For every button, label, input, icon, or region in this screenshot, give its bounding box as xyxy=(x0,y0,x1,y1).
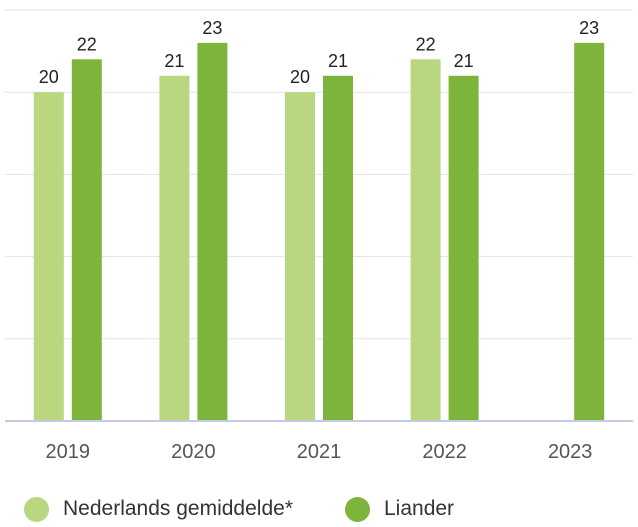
value-label: 20 xyxy=(290,67,310,87)
value-label: 22 xyxy=(77,34,97,54)
bar-liander xyxy=(448,75,479,421)
bars xyxy=(33,42,605,421)
value-labels: 20 22 21 23 20 21 22 21 23 xyxy=(39,18,599,87)
bar-nederlands-gemiddelde xyxy=(285,92,315,421)
x-tick-label: 2022 xyxy=(422,441,467,463)
x-tick-label: 2023 xyxy=(548,441,593,463)
bar-nederlands-gemiddelde xyxy=(33,92,64,421)
value-label: 21 xyxy=(164,51,184,71)
value-label: 22 xyxy=(416,34,436,54)
legend-label: Liander xyxy=(384,497,455,520)
x-tick-label: 2021 xyxy=(297,441,342,463)
bar-liander xyxy=(197,42,228,421)
bar-liander xyxy=(71,59,102,421)
legend-label: Nederlands gemiddelde* xyxy=(63,497,293,520)
legend-swatch xyxy=(345,496,370,522)
value-label: 23 xyxy=(579,18,599,38)
legend-item-nederlands-gemiddelde: Nederlands gemiddelde* xyxy=(24,496,293,522)
x-tick-labels: 2019 2020 2021 2022 2023 xyxy=(46,441,593,463)
value-label: 20 xyxy=(39,67,59,87)
legend-swatch xyxy=(24,496,49,522)
bar-liander xyxy=(323,75,353,421)
legend: Nederlands gemiddelde* Liander xyxy=(24,494,506,524)
legend-item-liander: Liander xyxy=(345,496,455,522)
bar-nederlands-gemiddelde xyxy=(410,59,441,421)
value-label: 23 xyxy=(202,18,222,38)
gridlines xyxy=(5,9,633,340)
bar-liander xyxy=(574,42,605,421)
bar-nederlands-gemiddelde xyxy=(159,75,190,421)
value-label: 21 xyxy=(454,51,474,71)
x-tick-label: 2020 xyxy=(171,441,216,463)
value-label: 21 xyxy=(328,51,348,71)
x-tick-label: 2019 xyxy=(46,441,91,463)
